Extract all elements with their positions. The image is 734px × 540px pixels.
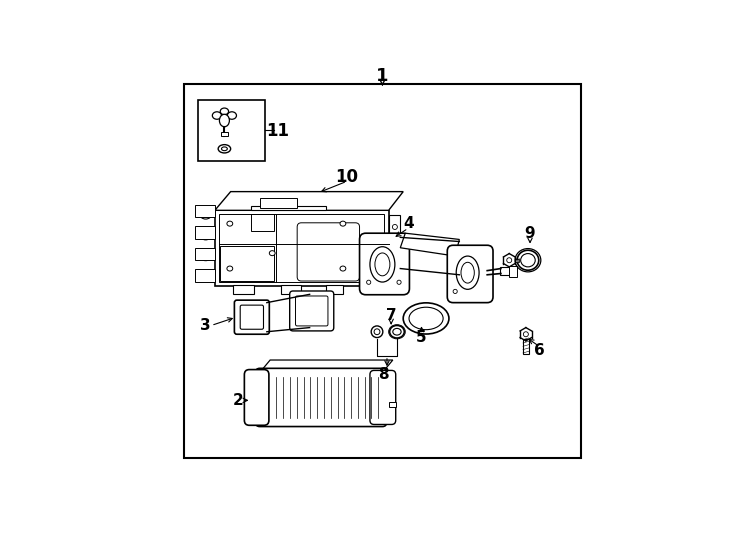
Bar [220,246,275,281]
FancyBboxPatch shape [447,245,493,302]
Ellipse shape [397,280,401,285]
Text: 11: 11 [266,123,288,140]
Bar [509,266,517,277]
Text: 3: 3 [200,318,210,333]
Ellipse shape [219,114,230,127]
Ellipse shape [371,326,383,338]
Ellipse shape [370,247,395,282]
Polygon shape [250,373,260,422]
Ellipse shape [269,251,275,255]
Ellipse shape [228,112,236,119]
Bar [221,132,228,136]
Ellipse shape [520,254,535,267]
FancyBboxPatch shape [370,370,396,424]
Ellipse shape [453,289,457,294]
Ellipse shape [409,307,443,329]
Ellipse shape [203,212,208,217]
Bar [327,285,343,294]
Ellipse shape [227,266,233,271]
Polygon shape [215,210,388,286]
Bar [252,214,275,231]
Ellipse shape [393,245,397,250]
Ellipse shape [393,328,401,335]
Text: 10: 10 [335,168,359,186]
Ellipse shape [393,264,397,269]
Ellipse shape [457,256,479,289]
Ellipse shape [506,258,512,263]
Ellipse shape [220,108,228,114]
Bar [523,339,528,354]
Ellipse shape [200,252,211,261]
Ellipse shape [393,225,397,230]
Bar [195,226,215,239]
Bar [388,402,396,407]
Ellipse shape [200,272,211,281]
Bar [195,269,215,282]
Bar [198,100,265,161]
Bar [515,259,519,262]
Ellipse shape [374,329,380,335]
FancyBboxPatch shape [290,291,334,331]
Ellipse shape [203,254,208,259]
FancyBboxPatch shape [240,305,264,329]
Ellipse shape [200,231,211,240]
Bar [195,205,215,217]
FancyBboxPatch shape [244,369,269,426]
Bar [233,285,253,294]
Polygon shape [215,192,403,210]
Text: 5: 5 [416,329,426,345]
Ellipse shape [403,303,449,334]
Ellipse shape [390,326,404,338]
Text: 9: 9 [525,226,535,241]
Bar [388,215,400,277]
Ellipse shape [461,262,474,283]
Ellipse shape [222,147,228,151]
Text: 1: 1 [376,68,389,85]
Bar [219,214,385,282]
Text: 4: 4 [403,216,413,231]
Bar [280,285,302,294]
Ellipse shape [203,274,208,279]
Text: 2: 2 [233,393,244,408]
FancyBboxPatch shape [360,233,410,295]
Ellipse shape [227,221,233,226]
Ellipse shape [203,233,208,238]
Text: 6: 6 [534,343,545,359]
Polygon shape [252,206,327,210]
Ellipse shape [374,251,379,255]
Ellipse shape [523,332,528,337]
Bar [195,248,215,260]
Ellipse shape [366,280,371,285]
FancyBboxPatch shape [296,296,328,326]
Polygon shape [400,233,459,256]
Ellipse shape [340,266,346,271]
Ellipse shape [212,112,222,119]
Ellipse shape [218,145,230,153]
Ellipse shape [517,250,539,270]
Ellipse shape [340,221,346,226]
FancyBboxPatch shape [234,300,269,334]
Polygon shape [260,198,297,208]
Polygon shape [260,360,393,373]
FancyBboxPatch shape [255,368,387,427]
Ellipse shape [375,253,390,276]
Ellipse shape [200,210,211,219]
Text: 8: 8 [378,367,389,382]
Text: 7: 7 [386,308,396,322]
Bar [500,267,510,275]
